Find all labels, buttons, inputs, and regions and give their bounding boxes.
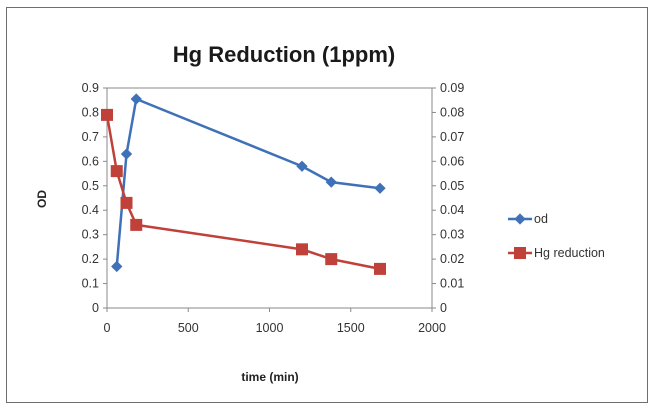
data-point-od (325, 176, 337, 188)
series-layer (101, 93, 386, 275)
y2-tick-label: 0.07 (440, 130, 464, 144)
y-tick-label: 0.4 (82, 203, 99, 217)
data-point-od (111, 260, 123, 273)
y-tick-label: 0 (92, 301, 99, 315)
x-tick-label: 1000 (256, 321, 284, 335)
y-axis-ticks: 0 0.1 0.2 0.3 0.4 0.5 0.6 0.7 0.8 0.9 (82, 81, 107, 315)
y2-tick-label: 0.09 (440, 81, 464, 95)
y-tick-label: 0.3 (82, 228, 99, 242)
legend-item-od: od (508, 212, 548, 226)
y-tick-label: 0.1 (82, 277, 99, 291)
legend-marker-hg-reduction (514, 247, 526, 259)
x-tick-label: 0 (104, 321, 111, 335)
y-axis-label: OD (35, 190, 49, 208)
legend-marker-od (514, 213, 526, 225)
y-tick-label: 0.9 (82, 81, 99, 95)
y2-tick-label: 0.05 (440, 179, 464, 193)
y-tick-label: 0.8 (82, 105, 99, 119)
data-point-hg-reduction (325, 253, 338, 266)
data-point-hg-reduction (130, 218, 143, 231)
x-tick-label: 2000 (418, 321, 446, 335)
data-point-hg-reduction (101, 108, 113, 121)
y2-axis-ticks: 0 0.01 0.02 0.03 0.04 0.05 0.06 0.07 0.08 0.09 (432, 81, 464, 315)
y2-tick-label: 0.06 (440, 154, 464, 168)
x-tick-label: 1500 (337, 321, 365, 335)
legend-label-od: od (534, 212, 548, 226)
legend: od Hg reduction (508, 212, 605, 260)
x-axis-label: time (min) (241, 370, 298, 384)
y-tick-label: 0.6 (82, 154, 99, 168)
y2-tick-label: 0.08 (440, 105, 464, 119)
data-point-od (374, 182, 386, 194)
data-point-hg-reduction (110, 165, 123, 178)
y-tick-label: 0.5 (82, 179, 99, 193)
data-point-hg-reduction (374, 262, 386, 275)
chart-frame (6, 7, 648, 403)
y2-tick-label: 0 (440, 301, 447, 315)
legend-label-hg-reduction: Hg reduction (534, 246, 605, 260)
data-point-od (130, 93, 142, 105)
y2-tick-label: 0.03 (440, 228, 464, 242)
series-line-hg-reduction (105, 114, 381, 271)
y-tick-label: 0.7 (82, 130, 99, 144)
y2-tick-label: 0.02 (440, 252, 464, 266)
chart-title: Hg Reduction (1ppm) (173, 42, 395, 67)
series-line-od (115, 97, 381, 267)
data-point-od (296, 160, 308, 172)
data-point-hg-reduction (296, 243, 308, 256)
data-point-hg-reduction (120, 196, 133, 209)
legend-item-hg-reduction: Hg reduction (508, 246, 605, 260)
data-point-od (120, 148, 133, 160)
x-tick-label: 500 (178, 321, 199, 335)
x-axis-ticks: 0 500 1000 1500 2000 (104, 308, 446, 335)
y2-tick-label: 0.04 (440, 203, 464, 217)
y-tick-label: 0.2 (82, 252, 99, 266)
y2-tick-label: 0.01 (440, 277, 464, 291)
